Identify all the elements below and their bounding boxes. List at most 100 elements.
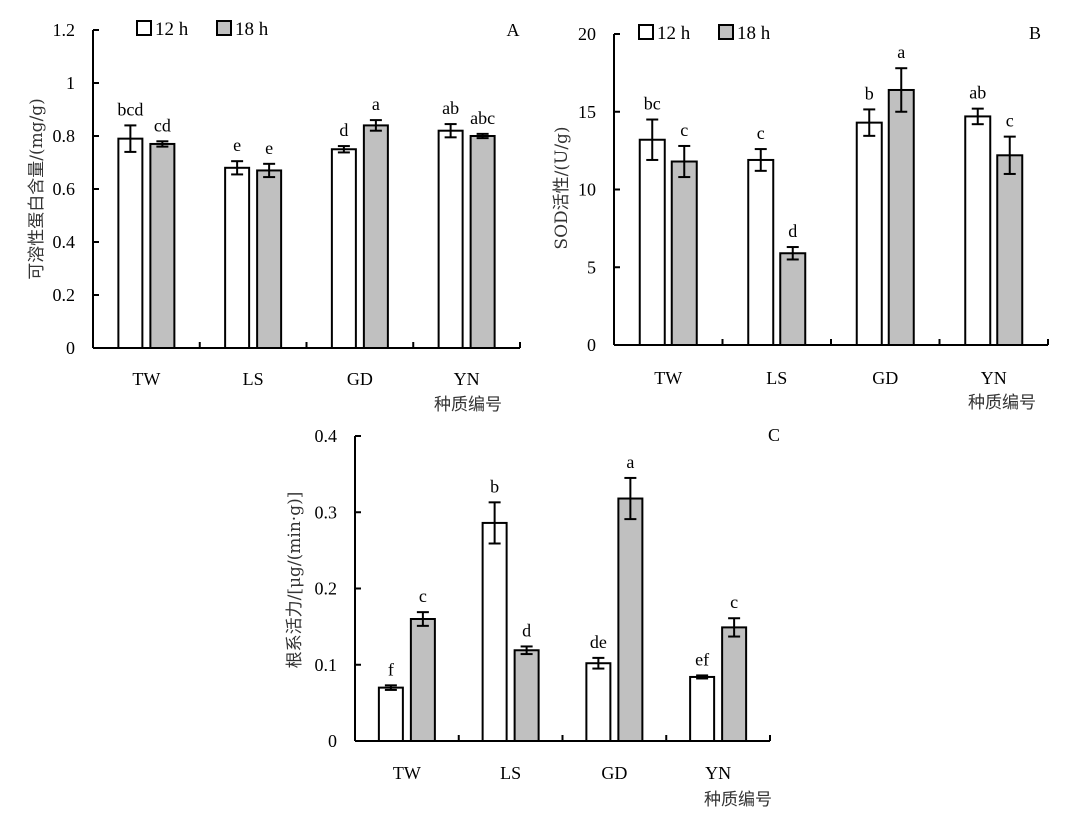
significance-label: d: [339, 120, 348, 140]
legend-label: 18 h: [737, 23, 771, 44]
significance-label: b: [490, 476, 499, 496]
significance-label: c: [757, 123, 765, 143]
bar-gd-18h: [617, 497, 644, 742]
legend-label: 18 h: [235, 19, 269, 40]
bar-gd-12h: [585, 662, 612, 742]
bar-gd-18h: [887, 88, 915, 347]
y-axis-label: 可溶性蛋白含量/(mg/g): [27, 98, 47, 280]
y-tick-label: 5: [587, 257, 596, 277]
y-tick-label: 0.4: [315, 426, 338, 446]
panel-label: C: [768, 425, 780, 445]
significance-label: bcd: [117, 99, 143, 119]
x-category-label: GD: [347, 369, 373, 389]
legend-swatch-18h: [216, 20, 232, 36]
legend-swatch-18h: [718, 24, 734, 40]
y-tick-label: 1.2: [53, 20, 76, 40]
bar-tw-12h: [117, 137, 144, 349]
bar-ls-12h: [481, 521, 508, 742]
significance-label: bc: [644, 94, 661, 114]
significance-label: e: [233, 135, 241, 155]
y-tick-label: 20: [578, 24, 596, 44]
x-category-label: TW: [654, 368, 682, 388]
x-category-label: LS: [500, 763, 521, 783]
legend: 12 h 18 h: [638, 23, 771, 44]
bar-yn-12h: [689, 675, 716, 743]
significance-label: abc: [470, 108, 495, 128]
y-tick-label: 0.8: [53, 126, 76, 146]
bar-gd-18h: [362, 124, 389, 350]
x-axis-label: 种质编号: [434, 395, 502, 415]
bar-yn-12h: [437, 129, 464, 349]
significance-label: a: [372, 94, 380, 114]
y-axis-label: 根系活力/[μg/(min·g)]: [285, 492, 305, 669]
significance-label: a: [897, 42, 905, 62]
y-tick-label: 0: [328, 731, 337, 751]
significance-label: a: [626, 452, 634, 472]
bar-ls-18h: [256, 169, 283, 349]
y-tick-label: 0.4: [53, 232, 76, 252]
significance-label: d: [788, 221, 797, 241]
y-tick-label: 0: [587, 335, 596, 355]
y-tick-label: 0.2: [315, 579, 338, 599]
bar-yn-18h: [721, 626, 748, 743]
significance-label: ab: [969, 83, 986, 103]
chart-panel-c: 0 0.1 0.2 0.3 0.4 TW LS GD YN f b de ef c d a c C 根系活力/[μg…: [285, 425, 780, 810]
panel-label: A: [507, 20, 520, 40]
significance-label: de: [590, 632, 607, 652]
y-tick-label: 0.1: [315, 655, 338, 675]
bar-tw-12h: [377, 686, 404, 742]
legend-swatch-12h: [638, 24, 654, 40]
x-category-label: TW: [393, 763, 421, 783]
bar-ls-12h: [224, 166, 251, 349]
chart-panel-a: 0 0.2 0.4 0.6 0.8 1 1.2 TW LS GD YN bcd e d ab cd e a abc A…: [27, 19, 521, 415]
significance-label: e: [265, 138, 273, 158]
significance-label: f: [388, 659, 394, 679]
significance-label: d: [522, 620, 531, 640]
y-tick-label: 1: [66, 73, 75, 93]
significance-label: c: [1006, 111, 1014, 131]
y-tick-label: 0.2: [53, 285, 76, 305]
bar-tw-18h: [409, 618, 436, 742]
bar-tw-12h: [638, 138, 666, 346]
legend-label: 12 h: [657, 23, 691, 44]
bar-ls-18h: [779, 252, 807, 347]
x-category-label: GD: [872, 368, 898, 388]
y-tick-label: 0.3: [315, 502, 338, 522]
x-category-label: LS: [243, 369, 264, 389]
bar-tw-18h: [149, 142, 176, 349]
x-axis-label: 种质编号: [968, 393, 1036, 413]
bar-gd-12h: [855, 121, 883, 347]
x-category-label: GD: [601, 763, 627, 783]
x-category-label: TW: [132, 369, 160, 389]
bar-ls-12h: [747, 158, 775, 346]
x-axis-label: 种质编号: [704, 790, 772, 810]
bar-yn-12h: [964, 115, 992, 347]
bar-tw-18h: [670, 160, 698, 346]
significance-label: ab: [442, 98, 459, 118]
y-tick-label: 10: [578, 180, 596, 200]
significance-label: c: [680, 120, 688, 140]
significance-label: cd: [154, 115, 171, 135]
bar-ls-18h: [513, 649, 540, 743]
y-tick-label: 15: [578, 102, 596, 122]
y-axis-label: SOD活性/(U/g): [552, 126, 572, 249]
bar-yn-18h: [469, 135, 496, 349]
panel-label: B: [1029, 23, 1041, 43]
y-tick-label: 0: [66, 338, 75, 358]
legend-swatch-12h: [136, 20, 152, 36]
x-category-label: YN: [981, 368, 1007, 388]
bar-gd-12h: [330, 148, 357, 349]
x-category-label: YN: [705, 763, 731, 783]
significance-label: ef: [695, 649, 709, 669]
y-tick-label: 0.6: [53, 179, 76, 199]
bar-yn-18h: [996, 154, 1024, 346]
legend: 12 h 18 h: [136, 19, 269, 40]
x-category-label: LS: [766, 368, 787, 388]
significance-label: c: [419, 586, 427, 606]
legend-label: 12 h: [155, 19, 189, 40]
significance-label: b: [865, 83, 874, 103]
x-category-label: YN: [454, 369, 480, 389]
significance-label: c: [730, 592, 738, 612]
